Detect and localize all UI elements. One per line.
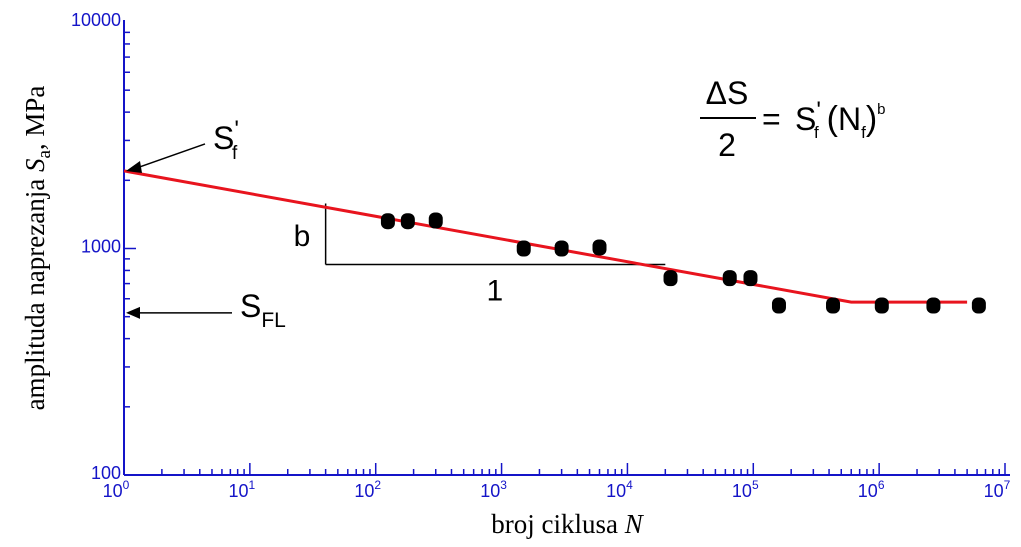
formula-exponent: b xyxy=(877,101,885,118)
sf-label: S' f xyxy=(213,116,239,164)
y-tick-label: 100 xyxy=(91,463,121,483)
formula-n-sub: f xyxy=(861,123,866,142)
y-tick-labels: 100 1000 10000 xyxy=(71,10,121,483)
y-tick-label: 10000 xyxy=(71,10,121,30)
formula-f-sub: f xyxy=(814,123,819,142)
sfl-annotation: SFL xyxy=(126,288,286,332)
formula-s: S xyxy=(795,101,816,137)
formula-denominator: 2 xyxy=(718,127,736,163)
y-tick-label: 1000 xyxy=(81,237,121,257)
data-point xyxy=(592,239,607,256)
sfl-arrow-head xyxy=(126,306,140,319)
x-tick-label: 102 xyxy=(354,478,381,501)
data-point xyxy=(874,297,889,314)
data-point xyxy=(516,240,531,257)
formula-numerator: ΔS xyxy=(706,75,749,111)
x-axis-title-text: broj ciklusa xyxy=(491,509,624,539)
slope-triangle: b 1 xyxy=(294,203,666,307)
formula-close-paren: ) xyxy=(866,100,877,138)
x-axis-title-var: N xyxy=(624,509,645,539)
y-axis-title-unit: , MPa xyxy=(20,86,50,151)
data-point xyxy=(771,297,786,314)
slope-label-b: b xyxy=(294,220,311,253)
data-point xyxy=(428,212,443,229)
formula-rhs: S' f (Nf)b xyxy=(795,97,886,142)
sf-arrow xyxy=(133,143,206,170)
x-tick-label: 104 xyxy=(606,478,633,501)
x-tick-label: 101 xyxy=(228,478,255,501)
sf-sub: f xyxy=(232,143,238,164)
x-tick-label: 107 xyxy=(984,478,1011,501)
sfl-main: S xyxy=(240,288,261,324)
x-tick-label: 106 xyxy=(858,478,885,501)
data-point xyxy=(926,297,941,314)
data-point xyxy=(663,270,678,287)
sfl-label: SFL xyxy=(240,288,286,332)
data-point xyxy=(743,270,758,287)
y-axis-title: amplituda naprezanja Sa, MPa xyxy=(20,86,55,411)
data-point xyxy=(971,297,986,314)
formula-open-paren: ( xyxy=(827,100,839,138)
data-point xyxy=(380,213,395,230)
formula-prime: ' xyxy=(816,97,821,124)
data-point xyxy=(400,213,415,230)
data-point xyxy=(722,270,737,287)
sf-main: S xyxy=(213,120,234,156)
data-points xyxy=(380,212,986,314)
x-tick-label: 105 xyxy=(732,478,759,501)
x-tick-labels: 100 101 102 103 104 105 106 107 xyxy=(103,478,1011,501)
data-point xyxy=(554,240,569,257)
x-tick-label: 103 xyxy=(480,478,507,501)
formula-n: N xyxy=(838,101,861,137)
y-axis-title-var: S xyxy=(20,158,50,172)
x-tick-label: 100 xyxy=(103,478,130,501)
sf-prime: ' xyxy=(234,116,239,143)
data-point xyxy=(826,297,841,314)
formula-equals: = xyxy=(762,101,781,137)
y-axis-title-text: amplituda naprezanja xyxy=(20,172,50,410)
sfl-sub: FL xyxy=(261,309,286,332)
slope-label-run: 1 xyxy=(486,274,503,307)
x-axis-title: broj ciklusa N xyxy=(491,509,644,539)
y-axis-title-sub: a xyxy=(34,150,55,159)
fit-curve xyxy=(123,169,968,304)
sf-arrow-head xyxy=(126,160,142,173)
sf-annotation: S' f xyxy=(126,116,239,173)
basquin-formula: ΔS 2 = S' f (Nf)b xyxy=(700,75,886,163)
